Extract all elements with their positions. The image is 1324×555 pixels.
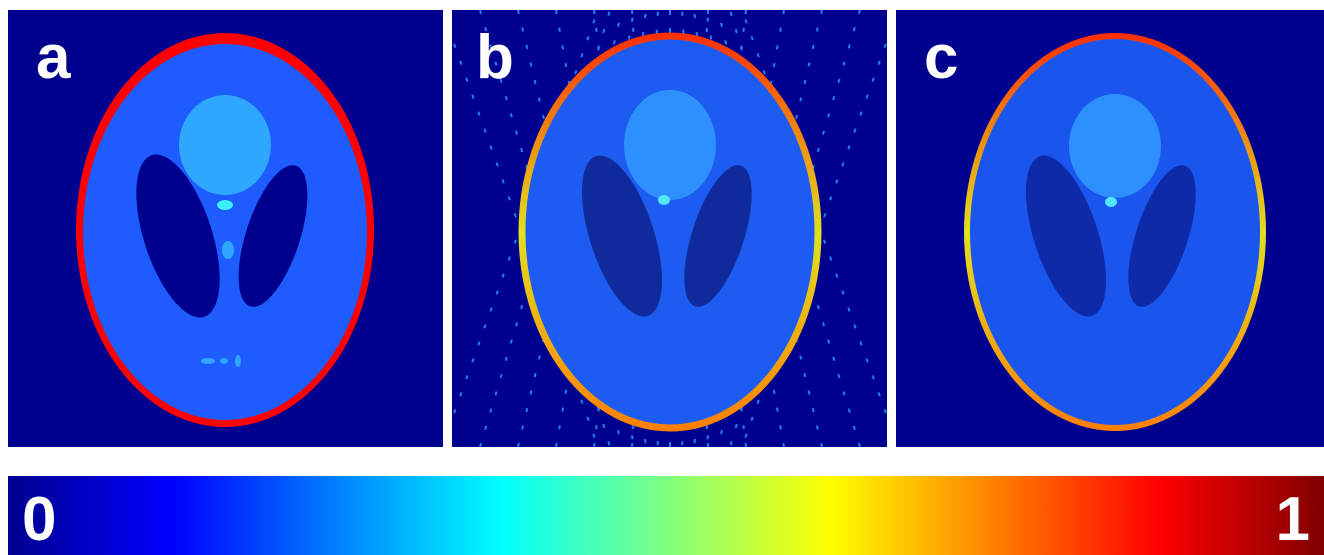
- page: a b c 0 1 (() => { const data = JSON.par…: [0, 0, 1324, 555]
- colorbar-min-label: 0: [22, 485, 56, 554]
- panel-label: c: [924, 23, 958, 92]
- panel-a: a: [8, 10, 443, 447]
- panel-label: a: [36, 23, 71, 92]
- panel-c: c: [896, 10, 1324, 447]
- panel-label: b: [476, 23, 514, 92]
- panel-b: b: [442, 10, 898, 447]
- figure: a b c 0 1: [0, 0, 1324, 555]
- colorbar-max-label: 1: [1276, 485, 1310, 554]
- colorbar: 0 1: [8, 476, 1324, 555]
